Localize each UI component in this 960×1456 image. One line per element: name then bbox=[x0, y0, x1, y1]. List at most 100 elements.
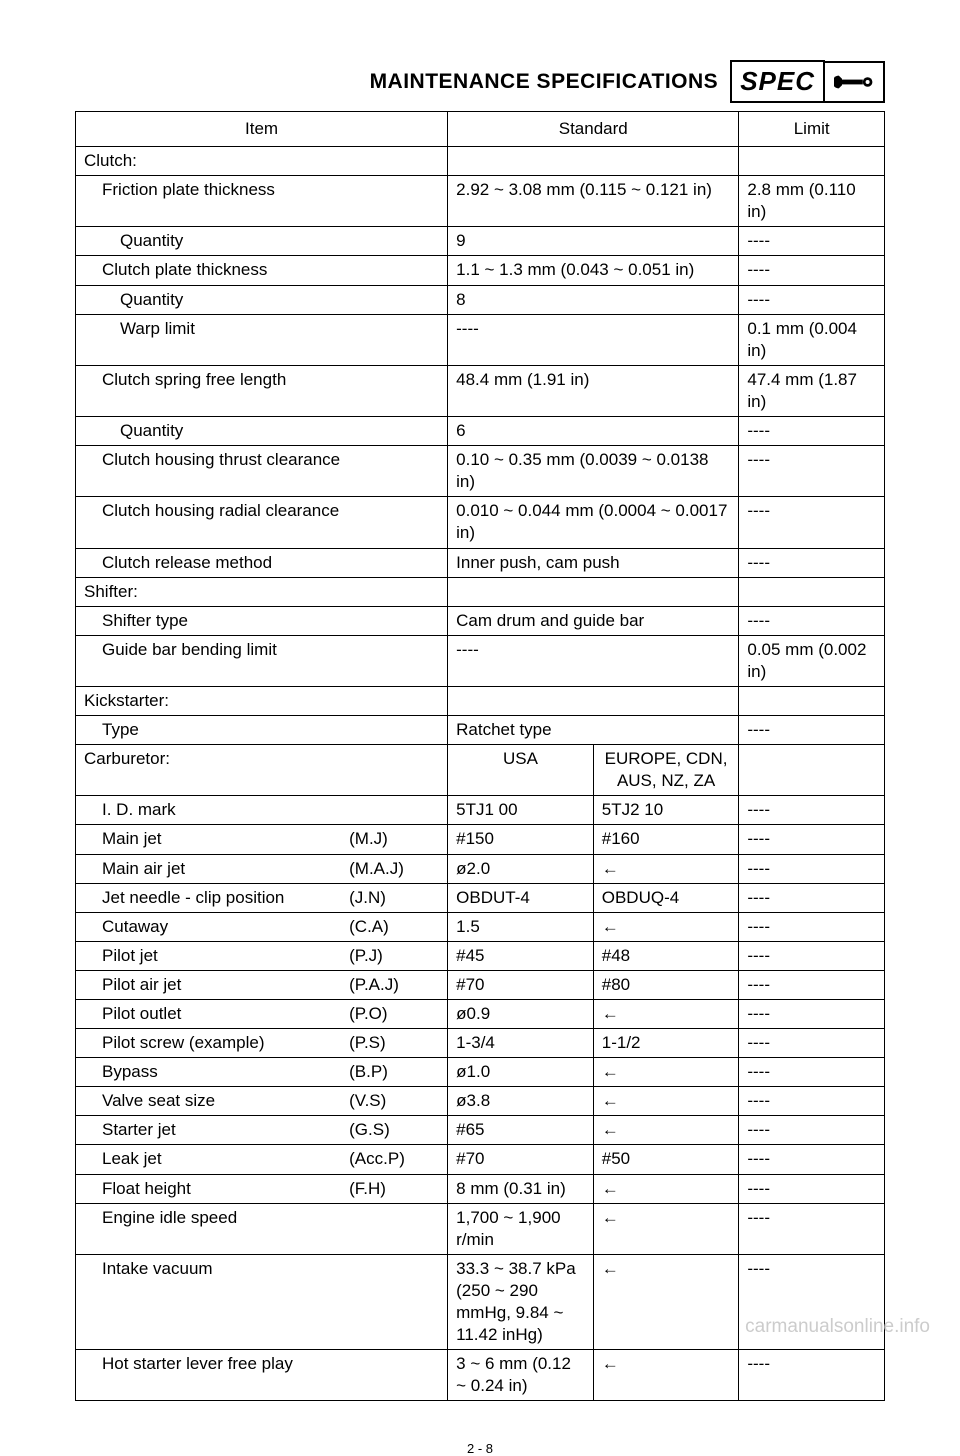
limit-cell: ---- bbox=[739, 1000, 885, 1029]
limit-cell: 0.05 mm (0.002 in) bbox=[739, 635, 885, 686]
item-cell: Main jet(M.J) bbox=[76, 825, 448, 854]
limit-cell: ---- bbox=[739, 854, 885, 883]
cell bbox=[448, 686, 739, 715]
carb-usa-cell: ø0.9 bbox=[448, 1000, 594, 1029]
item-cell: I. D. mark bbox=[76, 796, 448, 825]
limit-cell: ---- bbox=[739, 1087, 885, 1116]
header: MAINTENANCE SPECIFICATIONS SPEC bbox=[75, 60, 885, 103]
carb-usa-cell: 8 mm (0.31 in) bbox=[448, 1174, 594, 1203]
table-row: Clutch plate thickness1.1 ~ 1.3 mm (0.04… bbox=[76, 256, 885, 285]
standard-cell: Cam drum and guide bar bbox=[448, 606, 739, 635]
item-cell: Type bbox=[76, 716, 448, 745]
item-cell: Guide bar bending limit bbox=[76, 635, 448, 686]
carb-header-usa: USA bbox=[448, 745, 594, 796]
section-title: Carburetor: bbox=[76, 745, 448, 796]
cell bbox=[448, 577, 739, 606]
standard-cell: 1.1 ~ 1.3 mm (0.043 ~ 0.051 in) bbox=[448, 256, 739, 285]
limit-cell: ---- bbox=[739, 796, 885, 825]
limit-cell: ---- bbox=[739, 1203, 885, 1254]
table-row: Shifter typeCam drum and guide bar---- bbox=[76, 606, 885, 635]
th-item: Item bbox=[76, 112, 448, 147]
item-cell: Starter jet(G.S) bbox=[76, 1116, 448, 1145]
limit-cell: ---- bbox=[739, 1116, 885, 1145]
standard-cell: Ratchet type bbox=[448, 716, 739, 745]
table-header: Item Standard Limit bbox=[76, 112, 885, 147]
limit-cell: ---- bbox=[739, 417, 885, 446]
item-cell: Hot starter lever free play bbox=[76, 1350, 448, 1401]
carb-other-cell: #50 bbox=[593, 1145, 739, 1174]
section-title: Kickstarter: bbox=[76, 686, 448, 715]
cell bbox=[739, 745, 885, 796]
limit-cell: 47.4 mm (1.87 in) bbox=[739, 365, 885, 416]
limit-cell: ---- bbox=[739, 1058, 885, 1087]
item-cell: Clutch release method bbox=[76, 548, 448, 577]
table-row: Hot starter lever free play3 ~ 6 mm (0.1… bbox=[76, 1350, 885, 1401]
item-cell: Cutaway(C.A) bbox=[76, 912, 448, 941]
item-cell: Quantity bbox=[76, 227, 448, 256]
item-cell: Intake vacuum bbox=[76, 1254, 448, 1349]
table-row: Main air jet(M.A.J)ø2.0←---- bbox=[76, 854, 885, 883]
carb-other-cell: ← bbox=[593, 1254, 739, 1349]
standard-cell: 2.92 ~ 3.08 mm (0.115 ~ 0.121 in) bbox=[448, 176, 739, 227]
limit-cell: ---- bbox=[739, 1029, 885, 1058]
standard-cell: 8 bbox=[448, 285, 739, 314]
carb-usa-cell: 3 ~ 6 mm (0.12 ~ 0.24 in) bbox=[448, 1350, 594, 1401]
th-standard: Standard bbox=[448, 112, 739, 147]
limit-cell: ---- bbox=[739, 716, 885, 745]
standard-cell: Inner push, cam push bbox=[448, 548, 739, 577]
limit-cell: ---- bbox=[739, 1174, 885, 1203]
limit-cell: ---- bbox=[739, 912, 885, 941]
table-row: Clutch housing radial clearance0.010 ~ 0… bbox=[76, 497, 885, 548]
carb-usa-cell: 1,700 ~ 1,900 r/min bbox=[448, 1203, 594, 1254]
limit-cell: ---- bbox=[739, 285, 885, 314]
limit-cell: ---- bbox=[739, 548, 885, 577]
standard-cell: 0.10 ~ 0.35 mm (0.0039 ~ 0.0138 in) bbox=[448, 446, 739, 497]
item-cell: Friction plate thickness bbox=[76, 176, 448, 227]
limit-cell: ---- bbox=[739, 606, 885, 635]
standard-cell: ---- bbox=[448, 314, 739, 365]
standard-cell: 0.010 ~ 0.044 mm (0.0004 ~ 0.0017 in) bbox=[448, 497, 739, 548]
item-cell: Clutch spring free length bbox=[76, 365, 448, 416]
table-row: Friction plate thickness2.92 ~ 3.08 mm (… bbox=[76, 176, 885, 227]
limit-cell: ---- bbox=[739, 256, 885, 285]
standard-cell: 9 bbox=[448, 227, 739, 256]
carb-other-cell: OBDUQ-4 bbox=[593, 883, 739, 912]
table-row: Shifter: bbox=[76, 577, 885, 606]
table-row: I. D. mark5TJ1 005TJ2 10---- bbox=[76, 796, 885, 825]
item-cell: Quantity bbox=[76, 417, 448, 446]
table-row: Quantity6---- bbox=[76, 417, 885, 446]
item-cell: Float height(F.H) bbox=[76, 1174, 448, 1203]
item-cell: Clutch plate thickness bbox=[76, 256, 448, 285]
carb-other-cell: ← bbox=[593, 1116, 739, 1145]
table-row: Main jet(M.J)#150#160---- bbox=[76, 825, 885, 854]
cell bbox=[739, 686, 885, 715]
table-row: Clutch spring free length48.4 mm (1.91 i… bbox=[76, 365, 885, 416]
carb-usa-cell: #65 bbox=[448, 1116, 594, 1145]
table-row: Warp limit----0.1 mm (0.004 in) bbox=[76, 314, 885, 365]
limit-cell: ---- bbox=[739, 446, 885, 497]
table-row: TypeRatchet type---- bbox=[76, 716, 885, 745]
carb-usa-cell: 5TJ1 00 bbox=[448, 796, 594, 825]
item-cell: Clutch housing radial clearance bbox=[76, 497, 448, 548]
carb-usa-cell: ø2.0 bbox=[448, 854, 594, 883]
table-row: Clutch: bbox=[76, 147, 885, 176]
carb-other-cell: ← bbox=[593, 912, 739, 941]
carb-header-other: EUROPE, CDN, AUS, NZ, ZA bbox=[593, 745, 739, 796]
carb-other-cell: ← bbox=[593, 1058, 739, 1087]
wrench-icon bbox=[825, 61, 885, 103]
page-title: MAINTENANCE SPECIFICATIONS bbox=[370, 70, 719, 94]
carb-other-cell: ← bbox=[593, 1087, 739, 1116]
carb-usa-cell: ø3.8 bbox=[448, 1087, 594, 1116]
carb-usa-cell: #70 bbox=[448, 970, 594, 999]
carb-other-cell: #80 bbox=[593, 970, 739, 999]
table-row: Pilot outlet(P.O)ø0.9←---- bbox=[76, 1000, 885, 1029]
limit-cell: 0.1 mm (0.004 in) bbox=[739, 314, 885, 365]
carb-usa-cell: #150 bbox=[448, 825, 594, 854]
carb-other-cell: ← bbox=[593, 1203, 739, 1254]
carb-other-cell: ← bbox=[593, 1000, 739, 1029]
table-row: Starter jet(G.S)#65←---- bbox=[76, 1116, 885, 1145]
table-row: Leak jet(Acc.P)#70#50---- bbox=[76, 1145, 885, 1174]
spec-badge: SPEC bbox=[730, 60, 825, 103]
table-row: Kickstarter: bbox=[76, 686, 885, 715]
item-cell: Leak jet(Acc.P) bbox=[76, 1145, 448, 1174]
